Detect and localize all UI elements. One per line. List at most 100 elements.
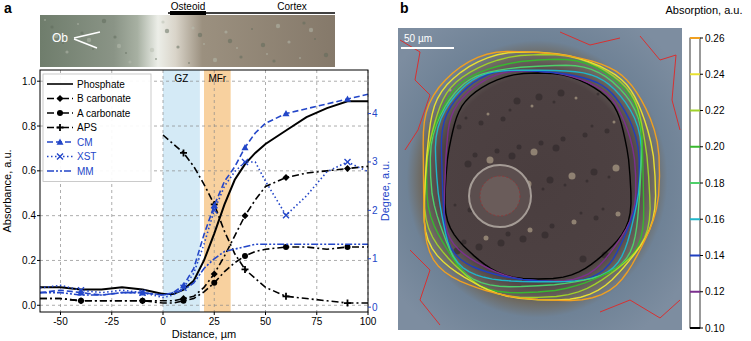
strip-texture xyxy=(44,19,46,21)
legend-label: XST xyxy=(77,151,96,162)
tick xyxy=(700,328,703,329)
strip-texture xyxy=(272,59,275,62)
grid-line xyxy=(163,70,164,312)
strip-label: Osteoid xyxy=(171,1,205,12)
strip-texture xyxy=(276,24,280,28)
tick-label: 3 xyxy=(372,156,378,167)
legend-label: CM xyxy=(77,137,93,148)
data xyxy=(40,94,368,306)
canal xyxy=(469,165,531,227)
texture xyxy=(597,93,600,96)
colorbar-level xyxy=(690,73,700,75)
axis-title: Absorbance, a.u. xyxy=(1,149,13,232)
contour xyxy=(441,70,639,281)
contour xyxy=(435,70,641,282)
strip-texture xyxy=(65,50,68,53)
texture xyxy=(569,173,576,180)
tick xyxy=(37,170,40,171)
tick-label: 0.6 xyxy=(22,165,36,176)
texture xyxy=(495,149,500,154)
texture xyxy=(509,153,516,160)
texture xyxy=(594,216,599,221)
contour xyxy=(430,65,642,286)
data-point xyxy=(283,174,290,181)
strip-texture xyxy=(224,30,227,33)
tick xyxy=(111,312,112,315)
tick-label: 4 xyxy=(372,108,378,119)
data-point xyxy=(78,298,84,304)
data-point xyxy=(283,212,289,218)
figure: aOsteoidCortexObGZMFr-50-250255075100Dis… xyxy=(0,0,751,341)
texture xyxy=(547,177,554,184)
scale-bar-label: 50 µm xyxy=(404,33,432,44)
texture xyxy=(591,125,594,128)
strip-texture xyxy=(87,38,91,42)
tick-label: 0.14 xyxy=(705,250,725,261)
legend-label: B carbonate xyxy=(77,93,131,104)
strip-texture xyxy=(302,21,305,24)
texture xyxy=(473,153,478,158)
region xyxy=(163,70,200,312)
tick-label: 2 xyxy=(372,205,378,216)
data-point xyxy=(211,270,218,277)
data-point xyxy=(140,298,146,304)
tick-label: 100 xyxy=(360,316,377,327)
strip-texture xyxy=(299,57,301,59)
canal-inner xyxy=(480,176,520,216)
strip-label: Cortex xyxy=(277,1,306,12)
strip-texture xyxy=(128,60,131,63)
contour xyxy=(424,52,656,300)
texture xyxy=(498,240,505,247)
strip-texture xyxy=(324,53,328,57)
tick-label: 0.16 xyxy=(705,214,725,225)
tick-label: 0.26 xyxy=(705,33,725,44)
data-point xyxy=(283,110,290,116)
arrow xyxy=(74,39,97,48)
tick xyxy=(368,210,371,211)
tick xyxy=(368,258,371,259)
texture xyxy=(613,165,620,172)
tick xyxy=(368,161,371,162)
region-label: MFr xyxy=(208,73,226,84)
grid-line xyxy=(316,70,317,312)
texture xyxy=(542,188,545,191)
strip-bar xyxy=(168,12,335,14)
legend-box xyxy=(43,74,151,182)
tick xyxy=(316,312,317,315)
texture-contour xyxy=(640,36,680,130)
data-point xyxy=(78,297,85,304)
axis-title: Distance, µm xyxy=(172,328,236,340)
strip-texture xyxy=(176,45,179,48)
region-label: GZ xyxy=(175,73,189,84)
texture xyxy=(520,236,527,243)
strip-texture xyxy=(155,58,157,60)
data-point xyxy=(242,159,248,165)
texture xyxy=(572,220,577,225)
texture xyxy=(484,236,489,241)
strip-texture xyxy=(198,33,202,37)
series-line xyxy=(40,247,368,303)
texture xyxy=(586,180,589,183)
legend-label: APS xyxy=(77,122,97,133)
legend-label: Phosphate xyxy=(77,79,125,90)
strip-texture xyxy=(50,25,53,28)
texture xyxy=(501,117,506,122)
texture xyxy=(553,101,556,104)
strip-texture xyxy=(125,52,127,54)
texture xyxy=(553,145,560,152)
texture xyxy=(457,125,462,130)
texture xyxy=(517,145,522,150)
strip-texture xyxy=(309,28,313,32)
tick xyxy=(37,260,40,261)
contour xyxy=(445,73,631,279)
colorbar-title: Absorption, a.u. xyxy=(665,4,742,16)
texture xyxy=(479,121,484,126)
tick xyxy=(700,110,703,111)
data-point xyxy=(242,212,249,219)
panel-label: a xyxy=(4,0,12,16)
texture xyxy=(564,184,567,187)
colorbar-level xyxy=(690,110,700,112)
colorbar-level xyxy=(690,182,700,184)
texture xyxy=(580,256,587,263)
tick-label: 0 xyxy=(160,316,166,327)
